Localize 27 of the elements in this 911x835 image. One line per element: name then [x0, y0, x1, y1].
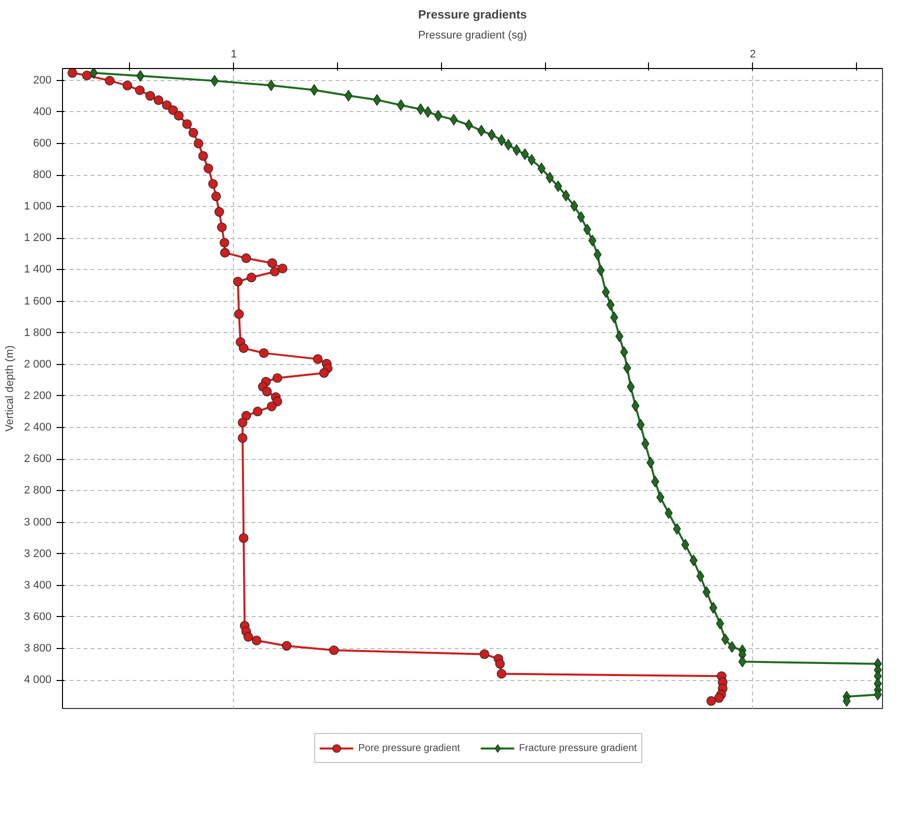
chart-title: Pressure gradients [418, 8, 528, 22]
y-tick-label: 3 400 [24, 579, 52, 592]
y-tick-label: 4 000 [24, 674, 52, 686]
y-tick-label: 3 600 [24, 610, 52, 623]
y-tick-label: 3 800 [24, 642, 52, 655]
y-tick-label: 2 000 [24, 358, 52, 370]
x-tick-label: 2 [750, 48, 756, 60]
legend-label: Fracture pressure gradient [518, 742, 637, 754]
y-tick-label: 2 400 [24, 422, 52, 434]
y-tick-label: 2 600 [24, 453, 52, 466]
y-tick-label: 400 [33, 106, 52, 118]
y-tick-label: 1 600 [24, 295, 52, 308]
y-tick-label: 1 000 [24, 200, 52, 213]
y-tick-label: 3 000 [24, 516, 52, 528]
y-tick-label: 800 [33, 169, 52, 182]
x-axis-title: Pressure gradient (sg) [418, 30, 527, 42]
y-tick-label: 2 800 [24, 484, 52, 497]
y-tick-label: 200 [33, 74, 52, 86]
y-tick-label: 1 400 [24, 264, 52, 276]
y-tick-label: 1 800 [24, 326, 52, 339]
y-axis-title: Vertical depth (m) [4, 345, 16, 432]
y-tick-label: 3 200 [24, 548, 52, 560]
y-tick-label: 2 200 [24, 390, 52, 402]
y-tick-label: 1 200 [24, 232, 52, 244]
x-tick-label: 1 [230, 48, 237, 60]
y-tick-label: 600 [33, 137, 52, 150]
legend-label: Pore pressure gradient [358, 742, 460, 754]
